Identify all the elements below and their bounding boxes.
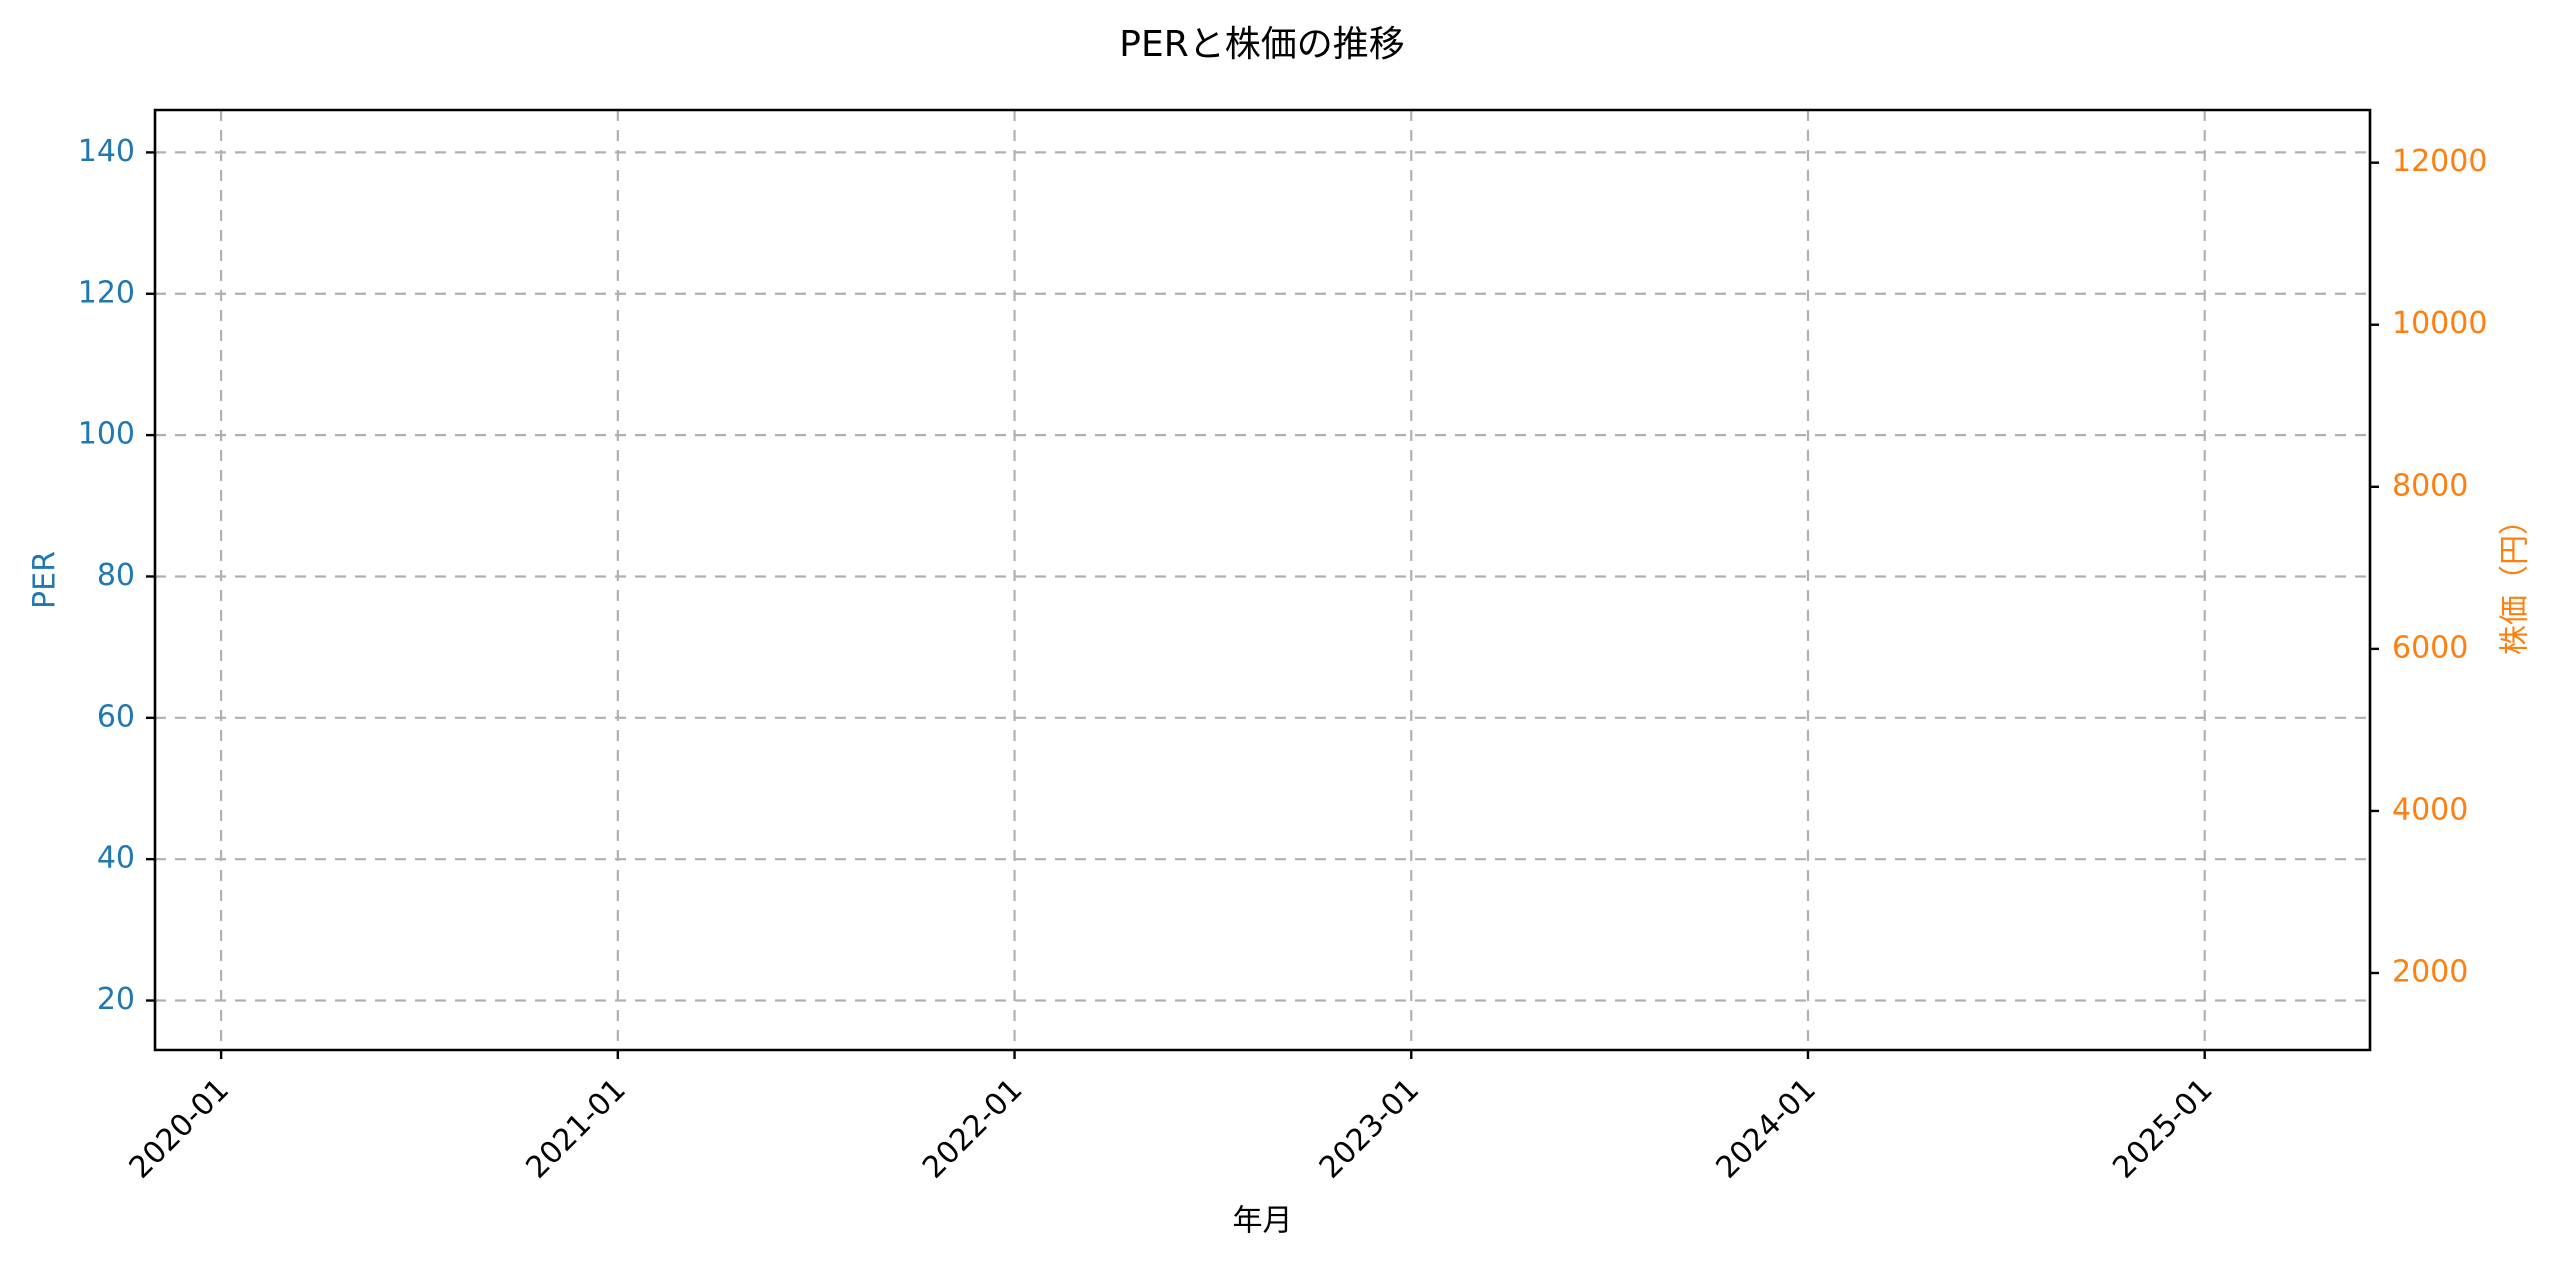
tick-labels: 20 40 60 80 100 120 140 2000 4000 6000 8000 10000 12… bbox=[78, 134, 2488, 1186]
y-left-tick-label: 40 bbox=[97, 841, 135, 876]
x-tick-label: 2021-01 bbox=[519, 1072, 632, 1185]
y-right-tick-label: 12000 bbox=[2392, 144, 2487, 179]
y-right-tick-label: 10000 bbox=[2392, 306, 2487, 341]
y-left-tick-label: 60 bbox=[97, 699, 135, 734]
y-right-tick-label: 6000 bbox=[2392, 630, 2468, 665]
y-left-tick-label: 120 bbox=[78, 275, 135, 310]
y-left-tick-label: 80 bbox=[97, 558, 135, 593]
chart-title: PERと株価の推移 bbox=[1119, 24, 1404, 65]
y-axis-right-label: 株価（円） bbox=[2498, 505, 2533, 655]
x-tick-label: 2024-01 bbox=[1710, 1072, 1823, 1185]
x-tick-label: 2020-01 bbox=[123, 1072, 236, 1185]
y-right-tick-label: 8000 bbox=[2392, 468, 2468, 503]
y-right-tick-label: 2000 bbox=[2392, 955, 2468, 990]
y-right-tick-label: 4000 bbox=[2392, 792, 2468, 827]
y-axis-left-label: PER bbox=[28, 551, 63, 609]
grid-lines bbox=[155, 110, 2370, 1050]
x-tick-label: 2023-01 bbox=[1313, 1072, 1426, 1185]
tick-marks bbox=[146, 151, 2379, 1059]
x-tick-label: 2025-01 bbox=[2106, 1072, 2219, 1185]
y-left-tick-label: 100 bbox=[78, 417, 135, 452]
x-axis-label: 年月 bbox=[1233, 1204, 1293, 1239]
plot-frame bbox=[153, 108, 2372, 1052]
x-tick-label: 2022-01 bbox=[916, 1072, 1029, 1185]
y-left-tick-label: 20 bbox=[97, 982, 135, 1017]
y-left-tick-label: 140 bbox=[78, 134, 135, 169]
